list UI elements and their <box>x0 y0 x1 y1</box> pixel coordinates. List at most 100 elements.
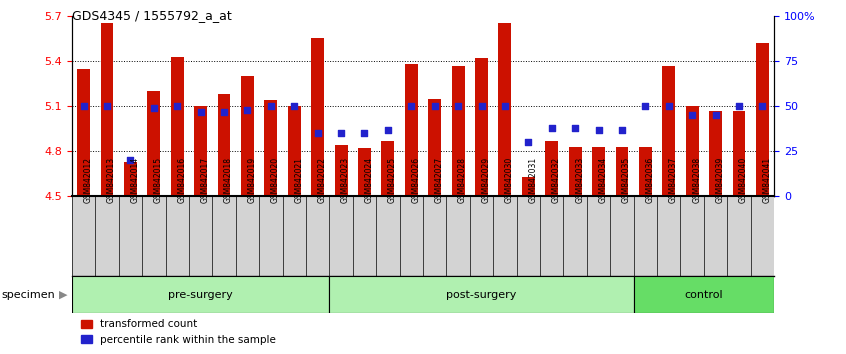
Bar <box>217 94 230 196</box>
Point <box>100 103 113 109</box>
Point <box>569 125 582 131</box>
Bar <box>452 65 464 196</box>
Point <box>428 103 442 109</box>
Text: GSM842015: GSM842015 <box>154 157 162 203</box>
Point <box>194 109 207 114</box>
Text: GDS4345 / 1555792_a_at: GDS4345 / 1555792_a_at <box>72 9 232 22</box>
Text: GSM842027: GSM842027 <box>435 157 443 203</box>
Point <box>147 105 161 111</box>
Bar <box>335 145 348 196</box>
Text: GSM842038: GSM842038 <box>692 157 701 203</box>
Point <box>615 127 629 132</box>
Bar <box>639 147 651 196</box>
Text: GSM842026: GSM842026 <box>411 157 420 203</box>
Text: GSM842017: GSM842017 <box>201 157 210 203</box>
Bar <box>428 99 441 196</box>
Point <box>77 103 91 109</box>
Text: GSM842029: GSM842029 <box>481 157 491 203</box>
Bar <box>686 106 699 196</box>
Text: control: control <box>684 290 723 300</box>
Bar <box>147 91 160 196</box>
Text: pre-surgery: pre-surgery <box>168 290 233 300</box>
Text: GSM842013: GSM842013 <box>107 157 116 203</box>
Text: GSM842012: GSM842012 <box>84 157 92 203</box>
Point <box>404 103 418 109</box>
Bar <box>475 58 488 196</box>
Bar <box>569 147 581 196</box>
Point <box>358 131 371 136</box>
Text: GSM842022: GSM842022 <box>318 157 327 203</box>
Bar <box>195 106 207 196</box>
Text: GSM842019: GSM842019 <box>247 157 256 203</box>
Bar <box>522 177 535 196</box>
Bar <box>288 106 300 196</box>
Text: GSM842028: GSM842028 <box>459 157 467 203</box>
Point <box>685 112 699 118</box>
Point <box>311 131 325 136</box>
Bar <box>72 276 329 313</box>
Bar <box>634 276 774 313</box>
Bar <box>265 100 277 196</box>
Bar <box>101 23 113 196</box>
Point <box>591 127 605 132</box>
Point <box>475 103 488 109</box>
Point <box>334 131 348 136</box>
Point <box>381 127 394 132</box>
Text: GSM842039: GSM842039 <box>716 156 724 203</box>
Text: GSM842018: GSM842018 <box>224 157 233 203</box>
Point <box>545 125 558 131</box>
Bar <box>241 76 254 196</box>
Bar <box>662 65 675 196</box>
Text: GSM842025: GSM842025 <box>387 157 397 203</box>
Text: GSM842033: GSM842033 <box>575 156 584 203</box>
Point <box>264 103 277 109</box>
Point <box>288 103 301 109</box>
Bar <box>329 276 634 313</box>
Text: GSM842034: GSM842034 <box>599 156 607 203</box>
Text: GSM842023: GSM842023 <box>341 157 350 203</box>
Text: ▶: ▶ <box>59 290 68 300</box>
Text: GSM842032: GSM842032 <box>552 157 561 203</box>
Text: GSM842041: GSM842041 <box>762 157 772 203</box>
Bar <box>498 23 511 196</box>
Text: GSM842035: GSM842035 <box>622 156 631 203</box>
Text: GSM842040: GSM842040 <box>739 156 748 203</box>
Point <box>755 103 769 109</box>
Bar <box>171 57 184 196</box>
Bar <box>382 141 394 196</box>
Bar <box>616 147 629 196</box>
Text: GSM842031: GSM842031 <box>528 157 537 203</box>
Bar <box>733 111 745 196</box>
Text: specimen: specimen <box>2 290 56 300</box>
Point <box>662 103 675 109</box>
Point <box>521 139 536 145</box>
Bar <box>358 148 371 196</box>
Bar <box>709 111 722 196</box>
Point <box>240 107 254 113</box>
Bar <box>77 69 90 196</box>
Bar <box>592 147 605 196</box>
Text: GSM842036: GSM842036 <box>645 156 654 203</box>
Text: GSM842024: GSM842024 <box>365 157 373 203</box>
Text: GSM842020: GSM842020 <box>271 157 280 203</box>
Legend: transformed count, percentile rank within the sample: transformed count, percentile rank withi… <box>77 315 280 349</box>
Point <box>733 103 746 109</box>
Text: GSM842021: GSM842021 <box>294 157 303 203</box>
Point <box>639 103 652 109</box>
Bar <box>546 141 558 196</box>
Text: GSM842037: GSM842037 <box>668 156 678 203</box>
Point <box>170 103 184 109</box>
Text: post-surgery: post-surgery <box>447 290 517 300</box>
Bar <box>756 43 769 196</box>
Text: GSM842030: GSM842030 <box>505 156 514 203</box>
Point <box>498 103 512 109</box>
Point <box>452 103 465 109</box>
Bar <box>311 39 324 196</box>
Point <box>709 112 722 118</box>
Text: GSM842014: GSM842014 <box>130 157 140 203</box>
Point <box>217 109 231 114</box>
Bar <box>405 64 418 196</box>
Point <box>124 158 137 163</box>
Text: GSM842016: GSM842016 <box>178 157 186 203</box>
Bar <box>124 162 137 196</box>
